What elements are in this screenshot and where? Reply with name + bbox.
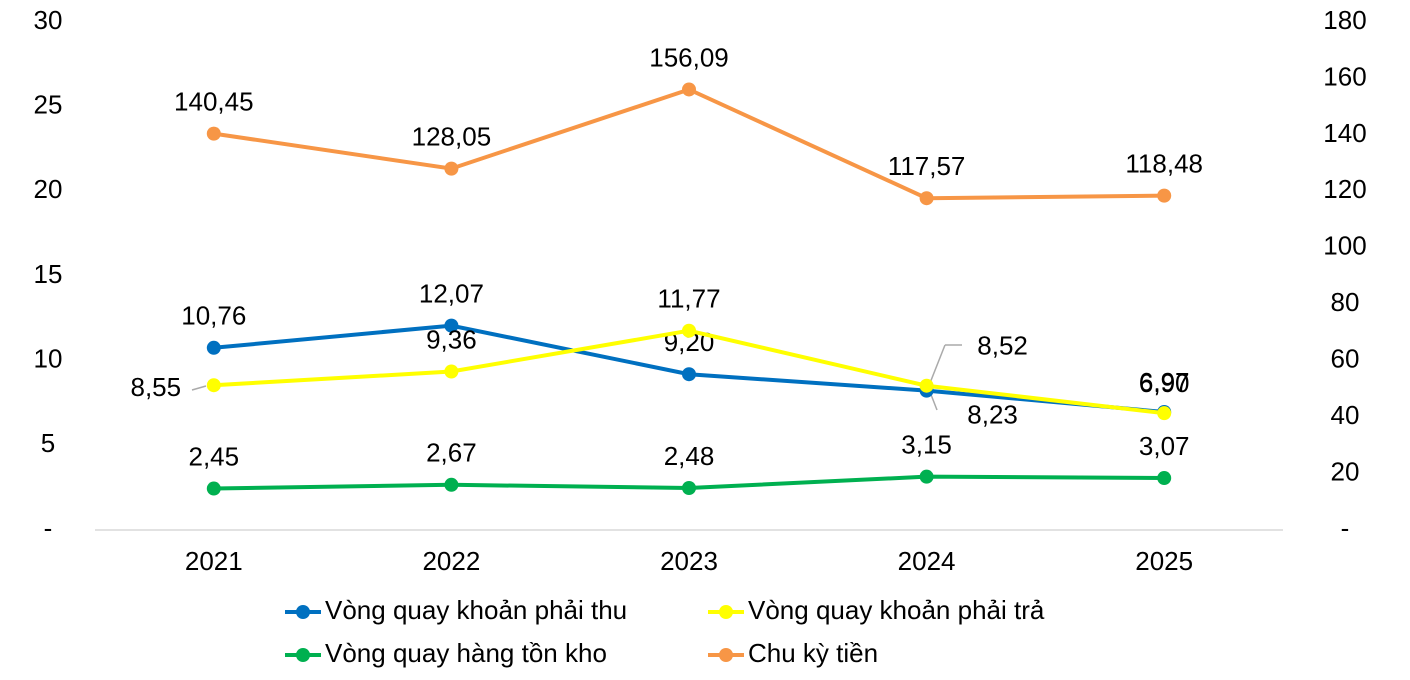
data-label: 3,07 xyxy=(1139,431,1190,461)
y-tick-label: 15 xyxy=(34,259,63,289)
legend-marker xyxy=(719,605,733,619)
data-point xyxy=(206,481,221,496)
leader-line xyxy=(929,344,946,384)
y-tick-label: 100 xyxy=(1323,231,1366,261)
data-label: 8,23 xyxy=(967,400,1018,430)
data-point xyxy=(682,323,696,338)
data-point xyxy=(444,477,459,492)
data-point xyxy=(1157,471,1172,486)
data-label: 2,67 xyxy=(426,438,477,468)
x-tick-label: 2021 xyxy=(185,546,243,576)
leader-line xyxy=(191,385,207,391)
y-tick-label: 80 xyxy=(1331,287,1360,317)
data-label: 140,45 xyxy=(174,86,254,116)
data-label: 11,77 xyxy=(657,284,720,314)
data-point xyxy=(206,340,221,355)
legend-marker xyxy=(296,648,310,662)
data-point xyxy=(682,481,696,496)
data-label: 8,52 xyxy=(977,331,1028,361)
y-tick-label: 20 xyxy=(34,174,63,204)
data-label: 3,15 xyxy=(901,430,952,460)
y-tick-label: 160 xyxy=(1323,61,1366,91)
x-tick-label: 2022 xyxy=(422,546,480,576)
y-tick-label: 20 xyxy=(1331,456,1360,486)
data-point xyxy=(1157,406,1172,421)
x-tick-label: 2024 xyxy=(898,546,956,576)
data-label: 118,48 xyxy=(1125,148,1203,178)
data-label: 2,48 xyxy=(664,441,715,471)
y-tick-label: 180 xyxy=(1323,5,1366,35)
data-label: 6,90 xyxy=(1139,368,1190,398)
legend-label: Vòng quay khoản phải thu xyxy=(325,595,627,625)
y-tick-label: - xyxy=(44,513,53,543)
data-label: 8,55 xyxy=(130,372,181,402)
data-point xyxy=(919,378,934,393)
y-tick-label: 10 xyxy=(34,344,63,374)
y-tick-label: 60 xyxy=(1331,344,1360,374)
legend-label: Vòng quay hàng tồn kho xyxy=(325,638,607,668)
data-point xyxy=(682,82,696,97)
y-tick-label: 120 xyxy=(1323,174,1366,204)
y-tick-label: 140 xyxy=(1323,118,1366,148)
data-label: 10,76 xyxy=(181,301,246,331)
legend-label: Vòng quay khoản phải trả xyxy=(748,595,1045,625)
series-line xyxy=(213,87,1165,201)
y-tick-label: 25 xyxy=(34,90,63,120)
legend-label: Chu kỳ tiền xyxy=(748,638,878,668)
data-point xyxy=(444,318,459,333)
data-point xyxy=(919,191,934,206)
y-tick-label: 40 xyxy=(1331,400,1360,430)
data-point xyxy=(444,161,459,176)
data-label: 6,97 xyxy=(1139,367,1190,397)
data-point xyxy=(1157,188,1172,203)
y-tick-label: - xyxy=(1341,513,1350,543)
legend-marker xyxy=(719,648,733,662)
data-label: 2,45 xyxy=(188,441,239,471)
legend-marker xyxy=(296,605,310,619)
data-point xyxy=(682,367,696,382)
data-label: 9,36 xyxy=(426,324,477,354)
x-tick-label: 2025 xyxy=(1135,546,1193,576)
x-tick-label: 2023 xyxy=(660,546,718,576)
data-label: 128,05 xyxy=(412,121,492,151)
data-point xyxy=(206,378,221,393)
y-tick-label: 5 xyxy=(41,428,55,458)
data-label: 12,07 xyxy=(419,278,484,308)
data-point xyxy=(919,469,934,484)
data-label: 117,57 xyxy=(888,151,966,181)
data-point xyxy=(444,364,459,379)
data-label: 156,09 xyxy=(649,42,729,72)
data-point xyxy=(206,126,221,141)
y-tick-label: 30 xyxy=(34,5,63,35)
